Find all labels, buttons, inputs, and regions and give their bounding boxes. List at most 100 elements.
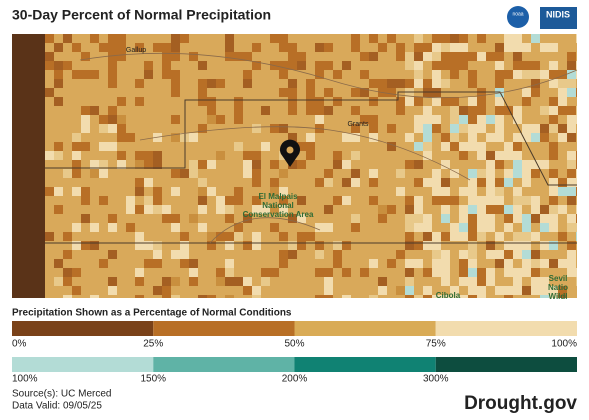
map-cell [243, 286, 252, 295]
map-cell [531, 34, 540, 43]
map-cell [567, 133, 576, 142]
map-cell [405, 52, 414, 61]
map-cell [531, 250, 540, 259]
map-cell [63, 250, 72, 259]
map-cell [243, 79, 252, 88]
map-cell [576, 70, 577, 79]
map-cell [468, 259, 477, 268]
map-cell [108, 61, 117, 70]
map-cell [297, 214, 306, 223]
map-cell [243, 241, 252, 250]
map-cell [252, 43, 261, 52]
map-cell [549, 196, 558, 205]
map-cell [243, 277, 252, 286]
map-cell [414, 142, 423, 151]
legend-label: 50% [284, 339, 304, 350]
map-cell [324, 223, 333, 232]
map-cell [540, 70, 549, 79]
map-cell [252, 295, 261, 298]
map-cell [180, 241, 189, 250]
map-cell [135, 151, 144, 160]
map-cell [279, 187, 288, 196]
noaa-logo [507, 6, 529, 28]
map-cell [432, 178, 441, 187]
legend-label: 150% [140, 374, 166, 385]
map-cell [522, 259, 531, 268]
map-label: Gallup [126, 47, 146, 54]
map-cell [369, 178, 378, 187]
map-cell [369, 259, 378, 268]
map-cell [423, 223, 432, 232]
map-cell [540, 214, 549, 223]
map-cell [558, 187, 567, 196]
map-cell [549, 142, 558, 151]
map-cell [405, 277, 414, 286]
map-cell [495, 70, 504, 79]
map-cell [189, 268, 198, 277]
map-cell [207, 106, 216, 115]
map-cell [279, 61, 288, 70]
map-cell [396, 106, 405, 115]
map-cell [306, 88, 315, 97]
map-cell [486, 241, 495, 250]
map-cell [324, 277, 333, 286]
map-cell [531, 79, 540, 88]
map-cell [477, 124, 486, 133]
map-cell [198, 223, 207, 232]
map-cell [477, 214, 486, 223]
map-cell [414, 160, 423, 169]
map-cell [576, 151, 577, 160]
map-cell [198, 124, 207, 133]
map-cell [81, 214, 90, 223]
map-cell [567, 70, 576, 79]
map-cell [108, 70, 117, 79]
map-cell [486, 169, 495, 178]
map-cell [297, 232, 306, 241]
map-cell [414, 259, 423, 268]
map-cell [387, 34, 396, 43]
map-cell [531, 124, 540, 133]
map-cell [225, 295, 234, 298]
map-cell [414, 214, 423, 223]
map-cell [522, 214, 531, 223]
dark-strip [12, 34, 45, 298]
map-cell [495, 259, 504, 268]
map-label: Cibola [436, 291, 461, 300]
map-cell [171, 52, 180, 61]
legend-label: 100% [12, 374, 38, 385]
map-cell [495, 160, 504, 169]
map-cell [405, 259, 414, 268]
map-cell [567, 169, 576, 178]
map-cell [315, 295, 324, 298]
map-cell [99, 196, 108, 205]
map-cell [351, 178, 360, 187]
map-cell [81, 106, 90, 115]
map-cell [117, 34, 126, 43]
map-cell [414, 79, 423, 88]
map-cell [81, 70, 90, 79]
map-cell [162, 277, 171, 286]
map-cell [549, 295, 558, 298]
map-cell [567, 223, 576, 232]
map-cell [459, 205, 468, 214]
legend-swatch [435, 357, 577, 372]
map-cell [423, 52, 432, 61]
map-cell [531, 268, 540, 277]
map-cell [333, 70, 342, 79]
map-cell [513, 205, 522, 214]
map-cell [279, 34, 288, 43]
map-cell [432, 97, 441, 106]
map-cell [63, 169, 72, 178]
map-cell [414, 34, 423, 43]
map-cell [369, 295, 378, 298]
map-cell [504, 241, 513, 250]
map-cell [450, 97, 459, 106]
map-cell [333, 196, 342, 205]
map-cell [243, 70, 252, 79]
map-cell [531, 196, 540, 205]
map-cell [423, 151, 432, 160]
map-cell [99, 259, 108, 268]
map-cell [72, 160, 81, 169]
map-cell [243, 169, 252, 178]
map-cell [513, 286, 522, 295]
